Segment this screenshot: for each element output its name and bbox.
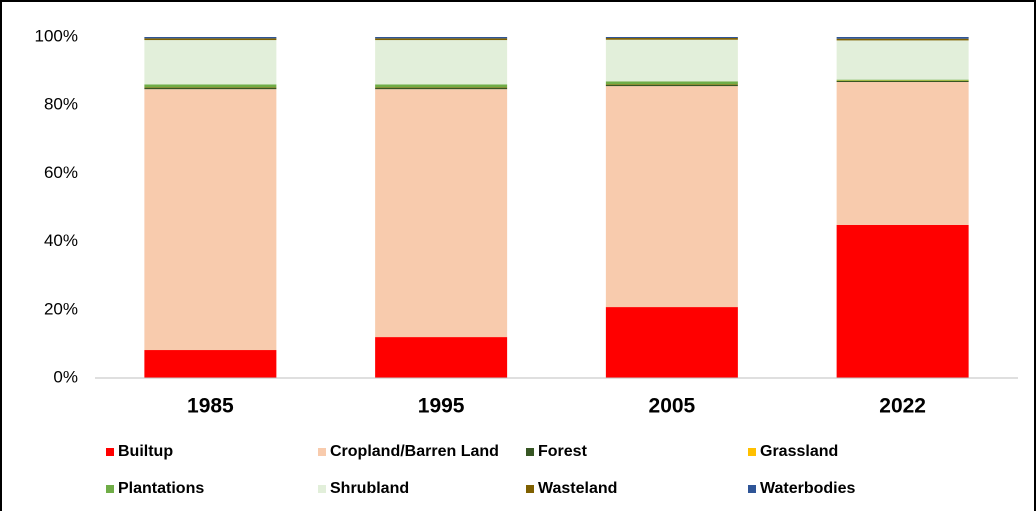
legend-swatch [106,448,114,456]
bar-segment [375,84,508,88]
bar-segment [144,87,277,90]
bar-segment [144,37,277,39]
bar-segment [836,224,969,378]
bar-segment [836,40,969,80]
y-tick-label: 60% [44,163,78,182]
x-tick-label: 2022 [879,395,926,418]
legend-label: Waterbodies [760,480,856,497]
bar-segment [144,350,277,378]
y-tick-label: 0% [53,367,78,386]
bar-segment [375,37,508,39]
legend-swatch [318,485,326,493]
bar-segment [144,89,277,351]
legend-swatch [748,448,756,456]
bar-segment [605,81,738,85]
legend-label: Forest [538,443,588,460]
legend-label: Shrubland [330,480,409,497]
bar-segment [375,337,508,378]
x-tick-label: 1985 [187,395,234,418]
bar-segment [836,82,969,225]
bar-segment [605,39,738,82]
bar-segment [375,89,508,338]
bar-segment [144,38,277,41]
legend-swatch [526,448,534,456]
legend-swatch [526,485,534,493]
legend-label: Cropland/Barren Land [330,443,499,460]
legend-swatch [318,448,326,456]
bar-segment [836,80,969,83]
legend-label: Wasteland [538,480,617,497]
x-tick-label: 1995 [418,395,465,418]
bar-segment [144,84,277,88]
bar-segment [836,38,969,41]
legend-label: Plantations [118,480,204,497]
y-tick-label: 80% [44,95,78,114]
bar-segment [605,86,738,308]
bar-segment [605,38,738,40]
y-tick-label: 20% [44,299,78,318]
bar-segment [836,79,969,81]
legend-swatch [106,485,114,493]
bar-segment [375,40,508,85]
y-tick-label: 100% [35,26,78,45]
bar-segment [144,40,277,85]
x-tick-label: 2005 [649,395,696,418]
legend-swatch [748,485,756,493]
bar-segment [605,84,738,87]
bar-segment [605,37,738,39]
y-tick-label: 40% [44,231,78,250]
bar-segment [375,38,508,41]
legend-label: Grassland [760,443,838,460]
bar-segment [836,37,969,39]
bar-segment [375,87,508,90]
bar-segment [605,307,738,378]
legend-label: Builtup [118,443,173,460]
